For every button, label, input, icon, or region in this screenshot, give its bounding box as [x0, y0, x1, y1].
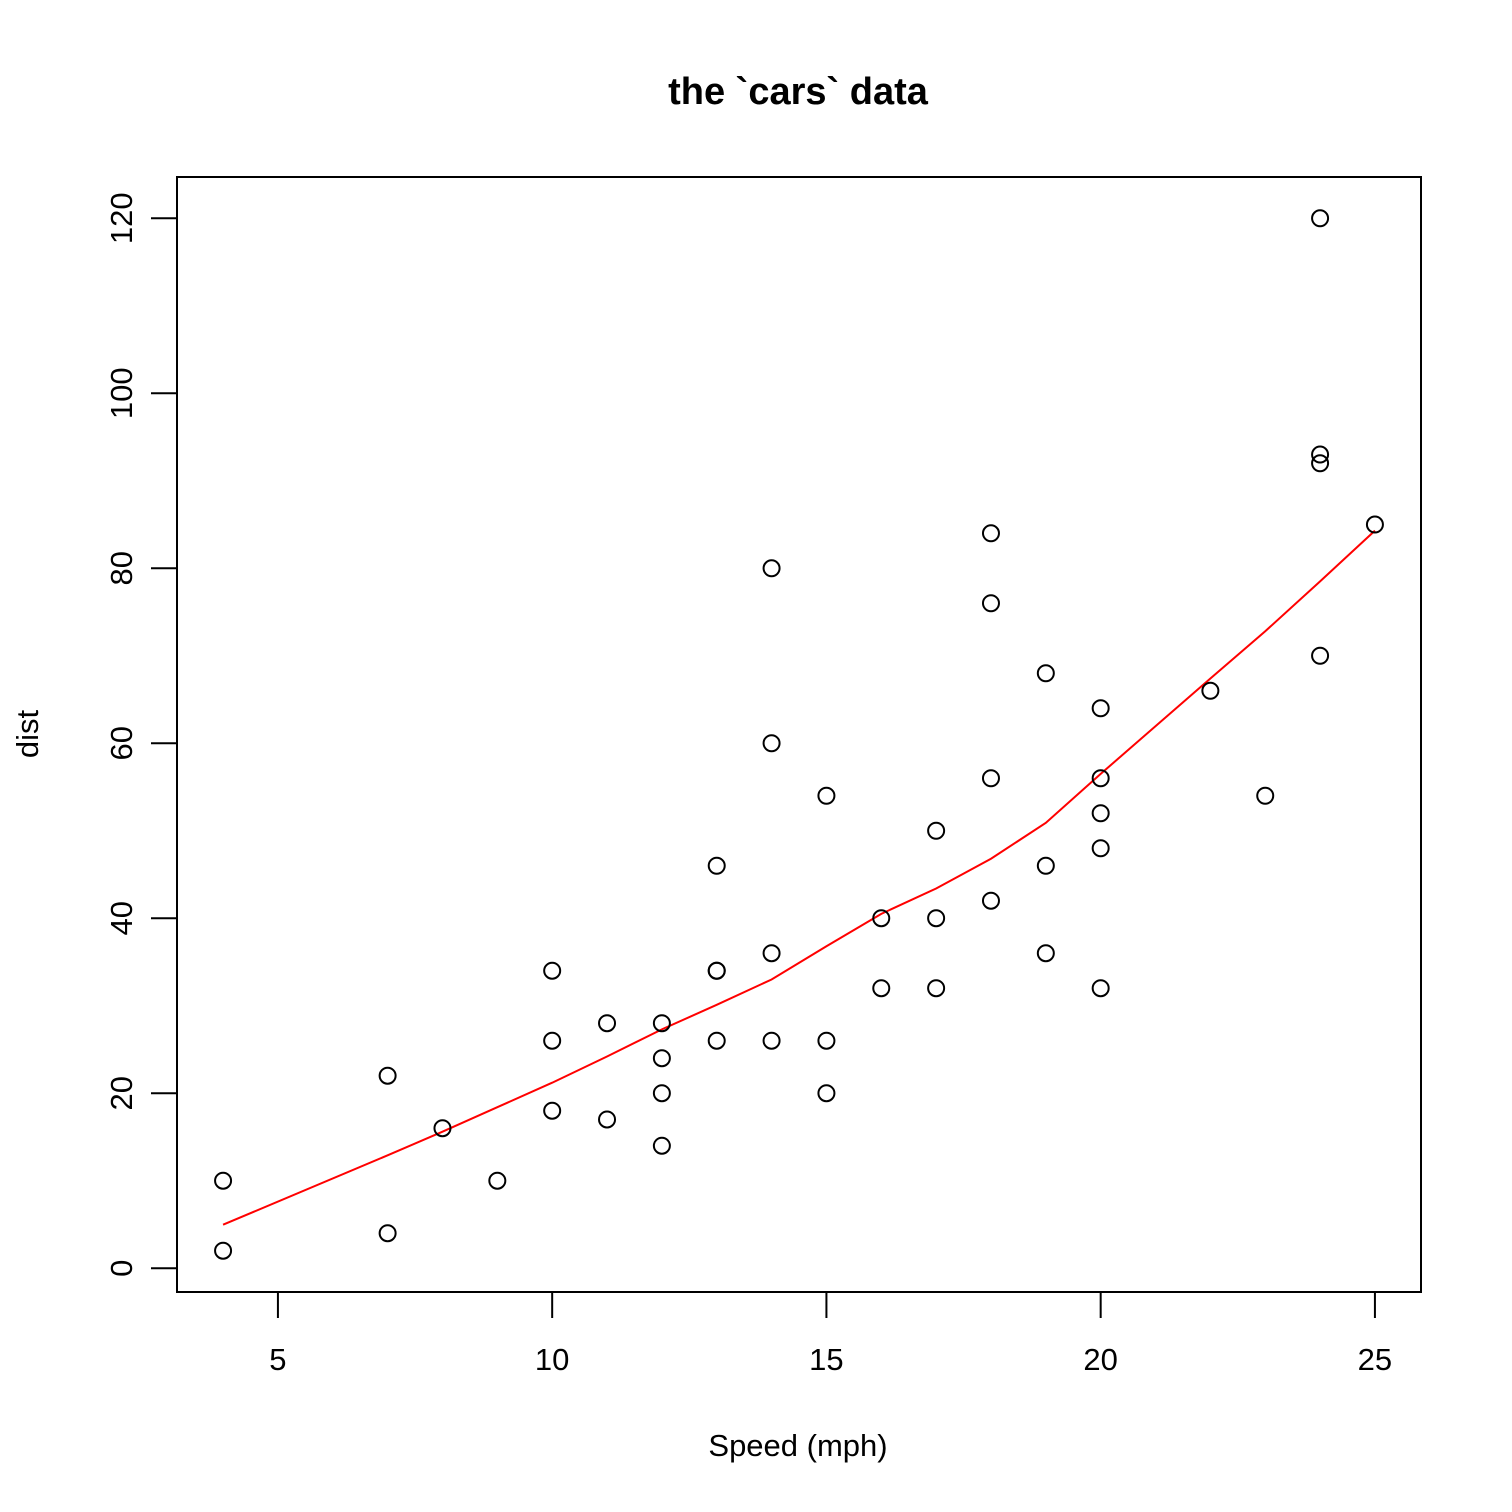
- plot-frame: [176, 176, 1422, 1293]
- data-point: [707, 961, 726, 980]
- data-point: [488, 1171, 507, 1190]
- data-point: [598, 1110, 617, 1129]
- trend-line: [222, 529, 1376, 1226]
- data-point: [762, 559, 781, 578]
- y-tick-label: 80: [104, 551, 139, 585]
- data-point: [543, 961, 562, 980]
- data-point: [872, 909, 891, 928]
- chart-title: the `cars` data: [668, 71, 929, 113]
- data-point: [543, 1101, 562, 1120]
- y-tick-label: 20: [104, 1076, 139, 1110]
- data-point: [598, 1014, 617, 1033]
- y-tick-label: 40: [104, 901, 139, 935]
- y-tick-label: 60: [104, 726, 139, 760]
- x-axis-label: Speed (mph): [708, 1428, 887, 1463]
- data-point: [981, 594, 1000, 613]
- data-point: [1091, 699, 1110, 718]
- data-point: [1365, 515, 1384, 534]
- x-tick-label: 10: [535, 1342, 569, 1377]
- data-point: [927, 821, 946, 840]
- data-point: [1256, 786, 1275, 805]
- data-point: [543, 1031, 562, 1050]
- y-tick-label: 100: [104, 367, 139, 419]
- data-point: [1091, 769, 1110, 788]
- data-point: [872, 979, 891, 998]
- data-point: [1311, 445, 1330, 464]
- data-point: [378, 1224, 397, 1243]
- data-point: [1201, 681, 1220, 700]
- data-point: [652, 1084, 671, 1103]
- data-point: [927, 979, 946, 998]
- data-point: [214, 1241, 233, 1260]
- data-point: [817, 1084, 836, 1103]
- data-point: [981, 524, 1000, 543]
- data-point: [707, 1031, 726, 1050]
- y-tick-label: 0: [104, 1260, 139, 1277]
- data-point: [1311, 454, 1330, 473]
- data-points: [214, 209, 1384, 1260]
- trend-line-group: [222, 529, 1376, 1226]
- x-tick-label: 20: [1083, 1342, 1117, 1377]
- data-point: [817, 786, 836, 805]
- data-point: [1036, 944, 1055, 963]
- y-axis-label: dist: [10, 709, 45, 758]
- data-point: [817, 1031, 836, 1050]
- data-point: [378, 1066, 397, 1085]
- x-axis: 5 10 15 20 25: [269, 1291, 1392, 1377]
- data-point: [927, 909, 946, 928]
- x-tick-label: 5: [269, 1342, 286, 1377]
- data-point: [652, 1014, 671, 1033]
- data-point: [652, 1049, 671, 1068]
- data-point: [1091, 804, 1110, 823]
- data-point: [214, 1171, 233, 1190]
- data-point: [981, 891, 1000, 910]
- data-point: [1091, 979, 1110, 998]
- y-axis: 0 20 40 60 80 100 120: [104, 192, 178, 1277]
- y-tick-label: 120: [104, 192, 139, 244]
- data-point: [762, 1031, 781, 1050]
- data-point: [433, 1119, 452, 1138]
- data-point: [1311, 646, 1330, 665]
- data-point: [1091, 839, 1110, 858]
- data-point: [762, 944, 781, 963]
- data-point: [1311, 209, 1330, 228]
- data-point: [707, 856, 726, 875]
- data-point: [652, 1136, 671, 1155]
- data-point: [1036, 664, 1055, 683]
- x-tick-label: 15: [809, 1342, 843, 1377]
- x-tick-label: 25: [1358, 1342, 1392, 1377]
- data-point: [981, 769, 1000, 788]
- data-point: [762, 734, 781, 753]
- data-point: [1036, 856, 1055, 875]
